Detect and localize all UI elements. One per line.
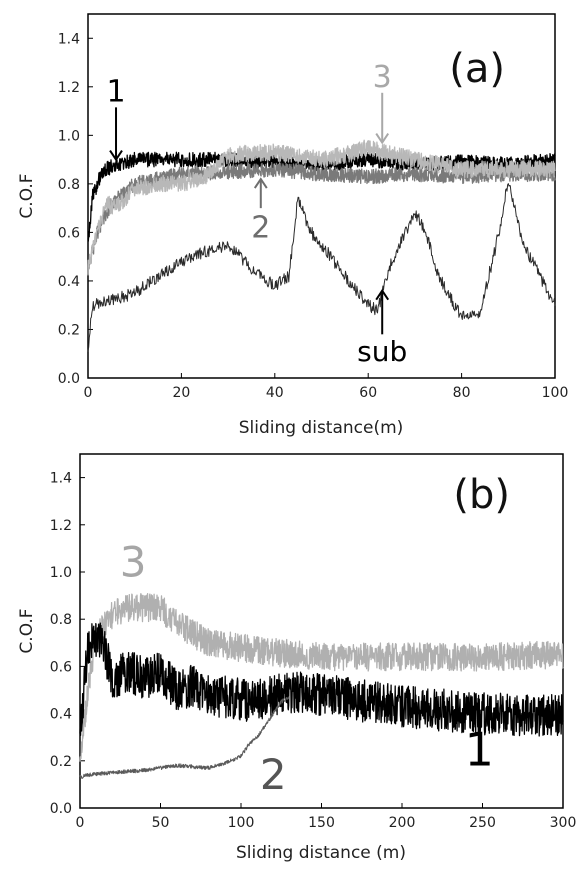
panel-b-series [79,592,564,779]
panel-b-annotation-1: 1 [465,723,494,777]
panel-b-series-3-line [79,592,564,762]
panel-b-series-1-line [79,622,564,737]
panel-b-series-2-line [79,696,290,779]
panel-a-y-tick-label: 0.8 [58,177,80,193]
panel-a-y-tick-label: 0.4 [58,274,80,290]
panel-a-y-tick-label: 1.4 [58,31,80,47]
panel-b-annotations: 3 1 2 [120,538,494,799]
panel-a-x-tick-label: 40 [266,385,284,401]
panel-b-annotation-3: 3 [120,538,147,587]
panel-a-x-tick-label: 0 [84,385,93,401]
panel-a-y-tick-label: 0.2 [58,322,80,338]
panel-b-y-tick-label: 1.4 [50,471,72,487]
panel-b-x-axis-label: Sliding distance (m) [236,843,406,863]
panel-b-y-tick-label: 0.8 [50,612,72,628]
panel-a-y-tick-label: 0.6 [58,225,80,241]
panel-a-y-axis-label: C.O.F [17,173,37,218]
panel-b-y-tick-label: 1.0 [50,565,72,581]
panel-a-x-axis-label: Sliding distance(m) [239,418,404,438]
panel-b-y-tick-label: 0.2 [50,754,72,770]
panel-a-x-tick-label: 60 [359,385,377,401]
panel-b-y-tick-label: 0.6 [50,659,72,675]
panel-a-x-tick-label: 20 [172,385,190,401]
panel-a-series-3-line [87,139,556,275]
panel-b-x-tick-label: 300 [550,815,577,831]
panel-a-annotation-sub: sub [357,335,407,368]
panel-a-arrowhead-sub [375,288,390,301]
panel-a-y-tick-label: 0.0 [58,371,80,387]
panel-a-x-tick-label: 100 [542,385,569,401]
panel-a-series-2-line [87,161,556,276]
panel-a-arrowhead-1 [109,150,123,162]
panel-a-plot-area [87,13,556,379]
panel-b-x-tick-label: 200 [389,815,416,831]
panel-a-annotation-2: 2 [251,210,270,245]
panel-b-y-tick-label: 0.0 [50,801,72,817]
panel-b-axes: 0 50 100 150 200 250 300 0.0 0.2 0.4 0.6 0.8 1.0 1.2 1… [50,471,577,831]
panel-b-x-tick-label: 150 [308,815,335,831]
panel-b-label: (b) [453,472,510,518]
panel-b: 0 50 100 150 200 250 300 0.0 0.2 0.4 0.6 0.8 1.0 1.2 1… [17,453,577,863]
panel-a-label: (a) [449,46,505,92]
panel-b-x-tick-label: 100 [228,815,255,831]
panel-b-x-tick-label: 50 [152,815,170,831]
panel-b-annotation-2: 2 [260,750,287,799]
panel-a-y-tick-label: 1.0 [58,128,80,144]
panel-a-axes: 0 20 40 60 80 100 0.0 0.2 0.4 0.6 0.8 1.0 1.2 1.4 [58,31,569,401]
panel-a-annotation-3: 3 [373,60,392,95]
panel-a-x-tick-label: 80 [453,385,471,401]
panel-a-series [87,139,556,352]
panel-a-arrowhead-2 [253,177,268,189]
panel-b-y-tick-label: 1.2 [50,518,72,534]
panel-a-annotations: 1 3 2 sub [106,60,407,368]
panel-a: 0 20 40 60 80 100 0.0 0.2 0.4 0.6 0.8 1.0 1.2 1.4 1 3 2… [17,13,569,438]
panel-b-x-tick-label: 0 [76,815,85,831]
panel-b-y-tick-label: 0.4 [50,707,72,723]
panel-a-y-tick-label: 1.2 [58,80,80,96]
panel-a-annotation-1: 1 [106,74,125,109]
panel-a-series-sub-line [87,183,556,352]
panel-b-x-tick-label: 250 [469,815,496,831]
panel-b-y-axis-label: C.O.F [17,608,37,653]
panel-a-arrowhead-3 [375,133,390,145]
